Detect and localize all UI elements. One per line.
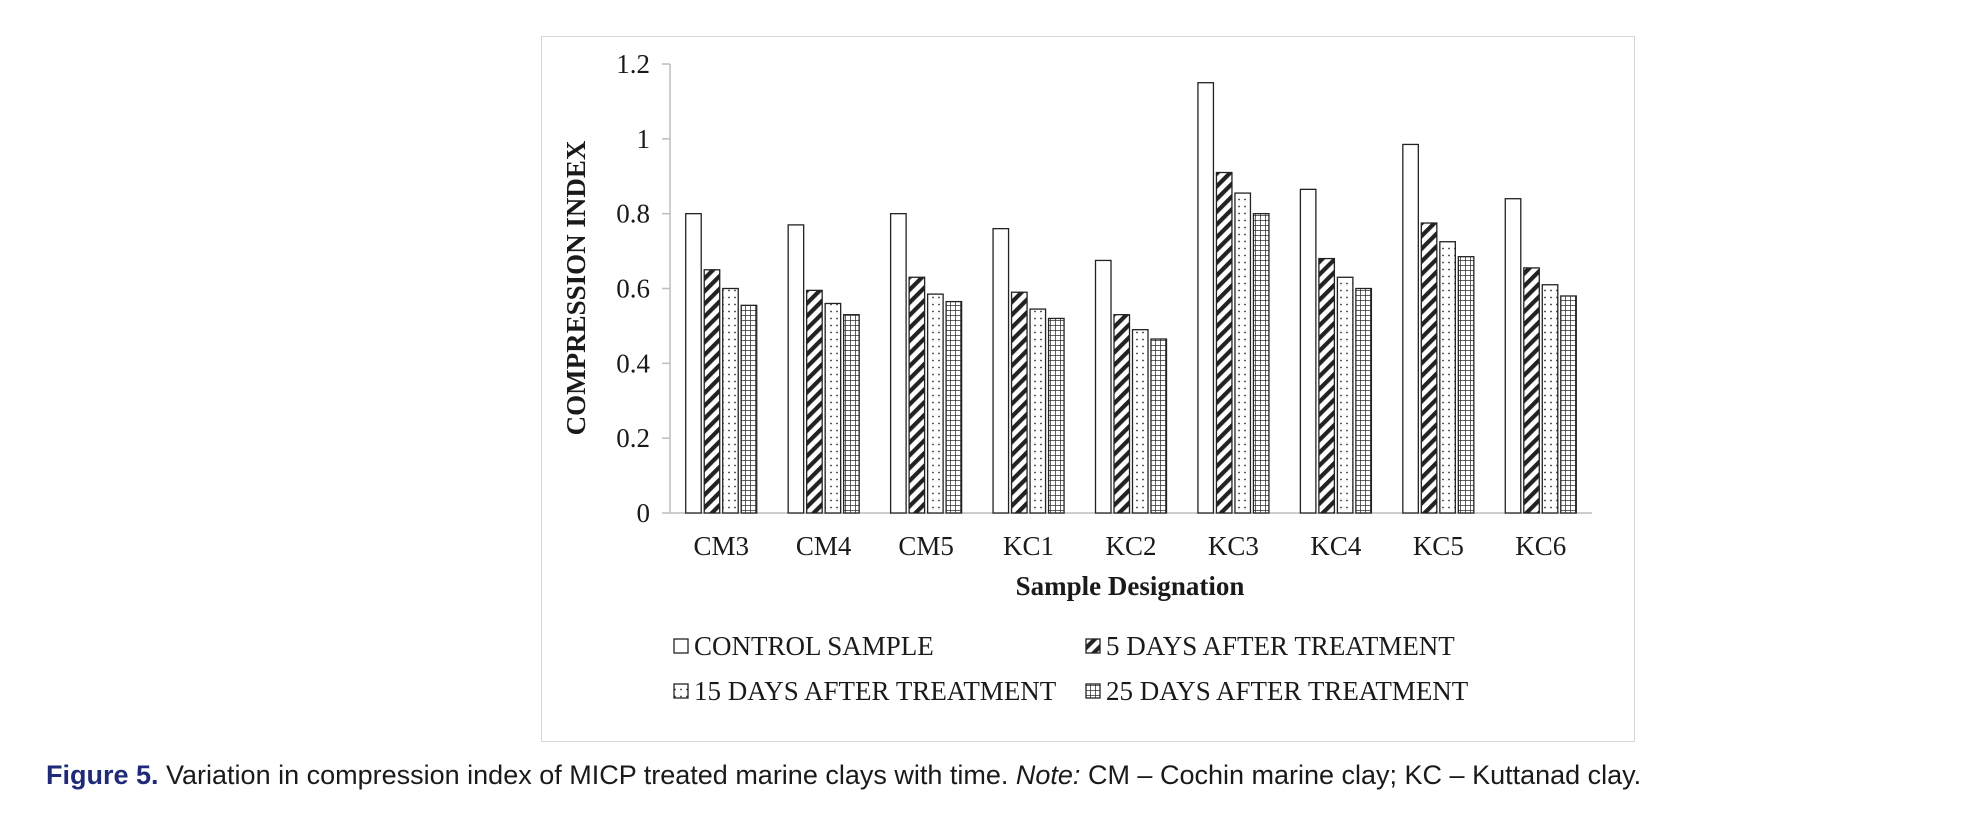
caption-text: Variation in compression index of MICP t… <box>158 760 1016 790</box>
y-axis-title: COMPRESSION INDEX <box>561 140 591 435</box>
legend: CONTROL SAMPLE 5 DAYS AFTER TREATMENT 15 D… <box>673 631 1469 706</box>
bar-kc2-series-2 <box>1113 314 1131 514</box>
bar-kc4-series-3 <box>1336 276 1354 514</box>
bar-kc1-series-4 <box>1047 317 1065 514</box>
bar-cm3-series-1 <box>685 213 702 514</box>
bar-kc5-series-1 <box>1402 143 1419 514</box>
bar-kc5-series-3 <box>1439 241 1456 514</box>
bar-cm3-series-4 <box>740 304 758 514</box>
bar-cm3-series-2 <box>703 269 721 514</box>
x-tick-label: CM3 <box>693 531 749 561</box>
bars <box>685 82 1577 514</box>
bar-kc3-series-3 <box>1234 192 1252 514</box>
x-tick-label: CM4 <box>796 531 852 561</box>
legend-label-2: 5 DAYS AFTER TREATMENT <box>1106 631 1455 661</box>
x-tick-label: KC5 <box>1413 531 1464 561</box>
caption-note-text: CM – Cochin marine clay; KC – Kuttanad c… <box>1080 760 1642 790</box>
legend-swatch-3 <box>673 683 689 699</box>
bar-cm4-series-3 <box>824 302 842 514</box>
bar-kc5-series-4 <box>1457 256 1475 514</box>
y-tick-label: 1.2 <box>616 49 650 79</box>
legend-label-3: 15 DAYS AFTER TREATMENT <box>694 676 1057 706</box>
bar-kc4-series-2 <box>1318 257 1336 514</box>
bar-kc2-series-1 <box>1094 259 1112 514</box>
y-tick-label: 1 <box>637 124 651 154</box>
bar-kc6-series-2 <box>1523 267 1540 514</box>
figure-caption: Figure 5. Variation in compression index… <box>46 760 1641 791</box>
x-tick-label: CM5 <box>898 531 954 561</box>
bar-kc5-series-2 <box>1420 222 1438 514</box>
axis-labels: 0 0.2 0.4 0.6 0.8 1 1.2 CM3 CM4 CM5 KC1 KC2 KC3 KC4 KC… <box>561 49 1566 601</box>
bar-kc1-series-1 <box>992 227 1010 514</box>
bar-kc4-series-4 <box>1355 287 1373 514</box>
legend-label-1: CONTROL SAMPLE <box>694 631 934 661</box>
y-tick-label: 0.8 <box>616 199 650 229</box>
bar-kc1-series-3 <box>1029 308 1047 514</box>
bar-kc1-series-2 <box>1010 291 1028 514</box>
x-axis-title: Sample Designation <box>1016 571 1245 601</box>
bar-cm5-series-3 <box>926 293 944 514</box>
bar-cm5-series-1 <box>889 213 907 514</box>
legend-swatch-2 <box>1085 638 1101 654</box>
bar-kc6-series-3 <box>1541 284 1559 514</box>
bar-kc3-series-4 <box>1252 213 1270 514</box>
legend-label-4: 25 DAYS AFTER TREATMENT <box>1106 676 1469 706</box>
bar-kc2-series-3 <box>1131 329 1149 514</box>
y-tick-label: 0.2 <box>616 423 650 453</box>
bar-kc4-series-1 <box>1299 188 1317 514</box>
caption-note-label: Note: <box>1015 760 1081 790</box>
bar-cm3-series-3 <box>722 287 739 514</box>
legend-swatch-4 <box>1085 683 1101 699</box>
bar-kc6-series-4 <box>1560 295 1577 514</box>
y-tick-label: 0.4 <box>616 348 650 378</box>
y-tick-label: 0.6 <box>616 274 650 304</box>
caption-figure-label: Figure 5. <box>46 760 159 790</box>
bar-kc2-series-4 <box>1150 338 1168 514</box>
bar-kc3-series-1 <box>1197 82 1215 514</box>
x-tick-label: KC4 <box>1310 531 1362 561</box>
y-tick-label: 0 <box>637 498 651 528</box>
x-tick-label: KC1 <box>1003 531 1054 561</box>
chart-frame <box>541 36 1635 742</box>
axes <box>662 63 1592 514</box>
x-tick-label: KC2 <box>1105 531 1156 561</box>
bar-cm4-series-1 <box>787 224 805 514</box>
bar-cm5-series-2 <box>908 276 926 514</box>
bar-cm5-series-4 <box>945 300 963 514</box>
bar-kc6-series-1 <box>1504 198 1522 514</box>
bar-cm4-series-4 <box>843 314 860 514</box>
x-tick-label: KC3 <box>1208 531 1259 561</box>
x-tick-label: KC6 <box>1515 531 1566 561</box>
bar-cm4-series-2 <box>806 289 823 514</box>
bar-kc3-series-2 <box>1215 171 1233 514</box>
legend-swatch-1 <box>673 638 689 654</box>
